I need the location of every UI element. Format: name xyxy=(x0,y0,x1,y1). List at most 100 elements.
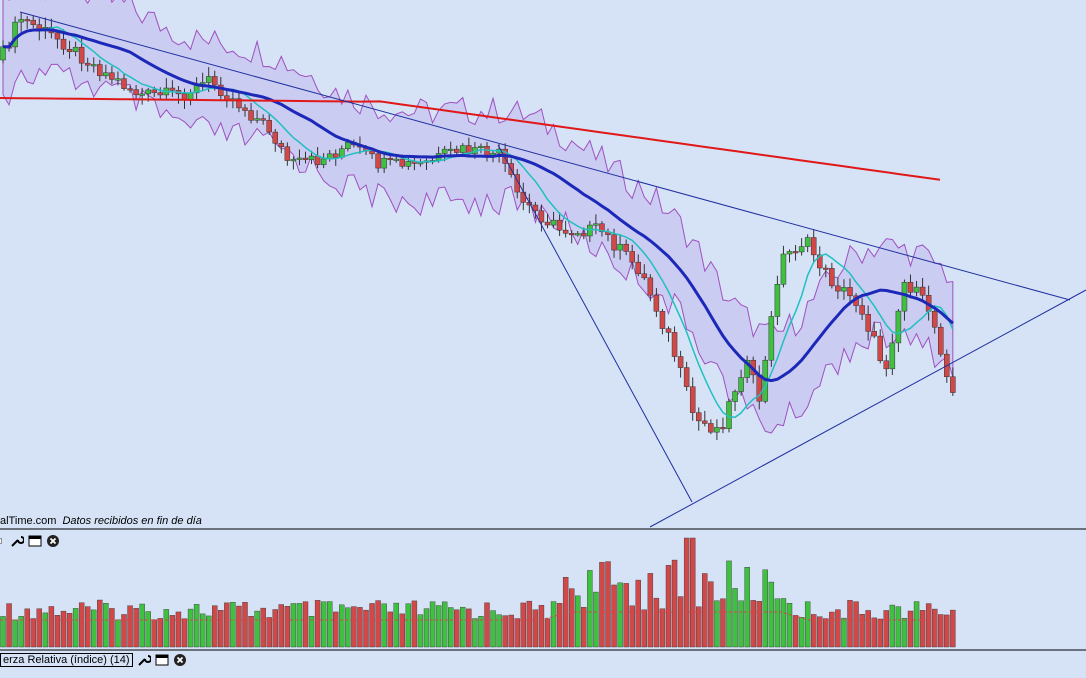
volume-bar xyxy=(932,608,938,648)
candle xyxy=(290,159,297,162)
window-icon[interactable] xyxy=(155,653,169,667)
volume-bar xyxy=(30,618,36,648)
volume-bar xyxy=(853,601,859,648)
candle xyxy=(562,229,569,234)
volume-bar xyxy=(218,610,224,648)
volume-bar xyxy=(683,537,690,648)
volume-bar xyxy=(877,618,883,648)
volume-bar xyxy=(230,602,236,648)
volume-bar xyxy=(865,610,871,648)
candle xyxy=(841,287,847,292)
candle xyxy=(871,331,877,337)
volume-bar xyxy=(544,618,551,648)
candle xyxy=(454,148,460,153)
volume-bar xyxy=(72,608,79,648)
volume-bar xyxy=(847,600,853,648)
close-icon[interactable] xyxy=(173,653,187,667)
volume-bar xyxy=(774,598,781,648)
volume-bar xyxy=(417,614,424,648)
volume-bar xyxy=(12,619,18,648)
candle xyxy=(581,233,587,237)
volume-bar xyxy=(575,595,581,648)
candle xyxy=(121,78,127,89)
candle xyxy=(460,145,466,153)
volume-bar xyxy=(345,607,351,648)
candle xyxy=(635,261,641,275)
volume-bar xyxy=(260,607,266,648)
volume-bar xyxy=(629,605,635,648)
candle xyxy=(30,19,36,25)
volume-bar xyxy=(333,611,339,648)
trendline-resistance xyxy=(19,11,1071,301)
candle xyxy=(919,286,926,296)
candle xyxy=(151,89,157,93)
volume-bar xyxy=(175,611,182,648)
candle xyxy=(441,148,448,154)
volume-bar xyxy=(181,618,188,648)
candle xyxy=(938,326,944,355)
candle xyxy=(817,254,823,269)
volume-bar xyxy=(780,598,787,648)
candle xyxy=(835,285,841,292)
ma-mid-line xyxy=(2,28,954,383)
volume-bar xyxy=(490,610,496,648)
volume-bar xyxy=(738,600,744,648)
volume-bar xyxy=(109,608,115,648)
candle xyxy=(907,281,914,293)
volume-bar xyxy=(696,606,702,648)
volume-bar xyxy=(133,608,139,648)
candle xyxy=(272,131,278,144)
volume-bar xyxy=(18,616,24,648)
volume-bar xyxy=(671,559,678,648)
wrench-icon[interactable] xyxy=(10,534,24,548)
volume-bar xyxy=(308,616,315,648)
candle xyxy=(677,356,684,368)
volume-bar xyxy=(611,584,617,648)
volume-bar xyxy=(617,582,623,648)
volume-bar xyxy=(690,537,696,648)
candle xyxy=(278,143,285,147)
ma-long-line xyxy=(0,97,941,181)
volume-bar xyxy=(835,609,841,648)
wrench-icon[interactable] xyxy=(137,653,151,667)
volume-bar xyxy=(587,570,593,648)
candle xyxy=(913,286,920,293)
volume-bar xyxy=(623,583,629,648)
volume-bar xyxy=(466,608,472,648)
volume-bar xyxy=(296,603,303,648)
volume-bar xyxy=(84,606,91,648)
volume-bar xyxy=(526,600,533,648)
volume-bar xyxy=(798,617,805,648)
close-icon[interactable] xyxy=(46,534,60,548)
candle xyxy=(653,294,660,312)
candle xyxy=(212,76,218,86)
volume-panel-toolbar xyxy=(0,532,60,550)
volume-bar xyxy=(6,603,12,648)
volume-bar xyxy=(448,607,454,648)
volume-bar xyxy=(665,565,672,648)
candle xyxy=(702,420,708,424)
volume-bar xyxy=(811,614,817,648)
volume-bar xyxy=(54,615,61,648)
candle xyxy=(671,332,678,357)
candle xyxy=(950,376,956,393)
volume-bar xyxy=(115,619,121,648)
candle xyxy=(804,237,811,247)
volume-bar xyxy=(762,569,768,648)
candle xyxy=(369,150,375,155)
volume-bar xyxy=(889,604,896,648)
volume-bar xyxy=(393,602,399,648)
window-icon[interactable] xyxy=(28,534,42,548)
volume-bar xyxy=(817,616,823,648)
volume-bar xyxy=(895,606,902,648)
volume-bar xyxy=(103,603,109,648)
volume-bar xyxy=(792,615,799,648)
candle xyxy=(60,38,67,50)
candle xyxy=(133,89,139,96)
volume-bar xyxy=(121,614,127,648)
volume-bar xyxy=(363,609,369,648)
candle xyxy=(296,157,303,160)
window-icon[interactable] xyxy=(0,534,6,548)
candle xyxy=(568,233,575,236)
volume-bar xyxy=(883,610,889,648)
